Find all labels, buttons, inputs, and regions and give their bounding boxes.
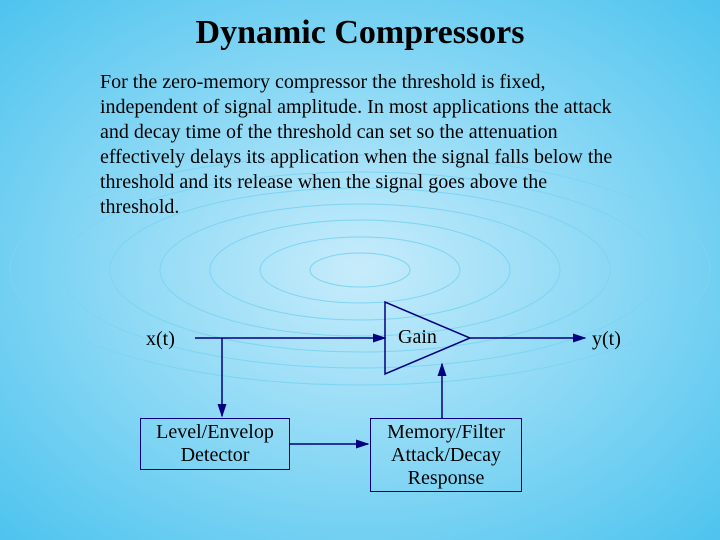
gain-label: Gain	[398, 326, 437, 349]
level-detector-box: Level/Envelop Detector	[140, 418, 290, 470]
page-title: Dynamic Compressors	[0, 14, 720, 52]
body-paragraph: For the zero-memory compressor the thres…	[100, 70, 625, 220]
slide: Dynamic Compressors For the zero-memory …	[0, 0, 720, 540]
memory-filter-box: Memory/Filter Attack/Decay Response	[370, 418, 522, 492]
output-label: y(t)	[592, 328, 621, 351]
memory-box-line2: Attack/Decay	[391, 444, 501, 466]
level-box-line2: Detector	[181, 444, 250, 466]
memory-box-line3: Response	[408, 467, 485, 489]
memory-box-line1: Memory/Filter	[387, 421, 505, 443]
input-label: x(t)	[146, 328, 175, 351]
level-box-line1: Level/Envelop	[156, 421, 274, 443]
